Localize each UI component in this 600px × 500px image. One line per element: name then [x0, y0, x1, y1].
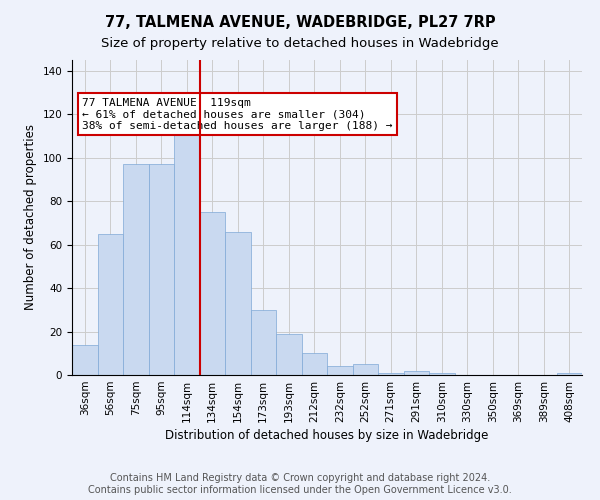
- Text: Size of property relative to detached houses in Wadebridge: Size of property relative to detached ho…: [101, 38, 499, 51]
- Bar: [429, 373, 455, 375]
- Bar: [123, 164, 149, 375]
- Bar: [302, 354, 327, 375]
- Text: 77 TALMENA AVENUE: 119sqm
← 61% of detached houses are smaller (304)
38% of semi: 77 TALMENA AVENUE: 119sqm ← 61% of detac…: [82, 98, 392, 131]
- Text: Contains HM Land Registry data © Crown copyright and database right 2024.
Contai: Contains HM Land Registry data © Crown c…: [88, 474, 512, 495]
- Bar: [404, 370, 429, 375]
- Bar: [72, 344, 97, 375]
- Text: 77, TALMENA AVENUE, WADEBRIDGE, PL27 7RP: 77, TALMENA AVENUE, WADEBRIDGE, PL27 7RP: [104, 15, 496, 30]
- Y-axis label: Number of detached properties: Number of detached properties: [24, 124, 37, 310]
- Bar: [225, 232, 251, 375]
- Bar: [353, 364, 378, 375]
- Bar: [97, 234, 123, 375]
- Bar: [199, 212, 225, 375]
- Bar: [149, 164, 174, 375]
- Bar: [378, 373, 404, 375]
- X-axis label: Distribution of detached houses by size in Wadebridge: Distribution of detached houses by size …: [166, 429, 488, 442]
- Bar: [174, 128, 199, 375]
- Bar: [557, 373, 582, 375]
- Bar: [276, 334, 302, 375]
- Bar: [327, 366, 353, 375]
- Bar: [251, 310, 276, 375]
